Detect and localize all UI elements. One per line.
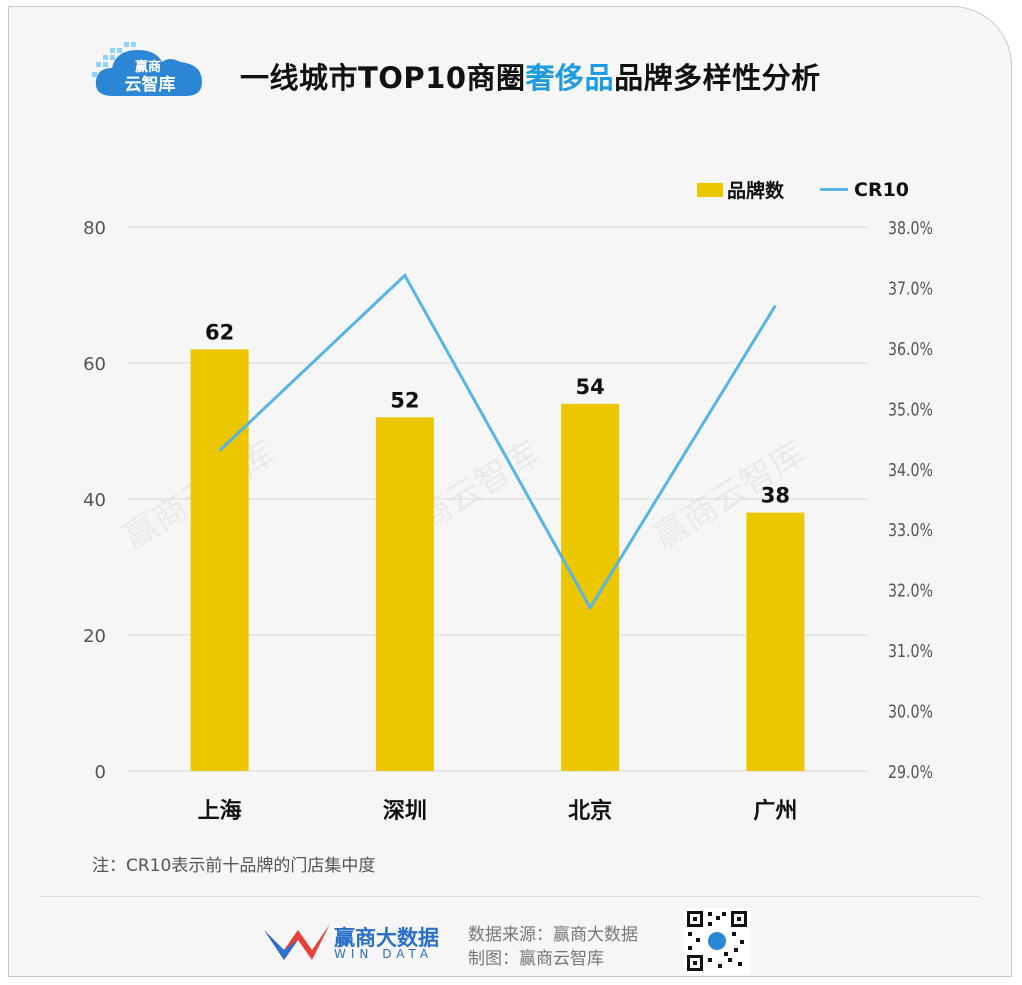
y-right-tick-label: 32.0%	[888, 581, 933, 602]
y-right-tick-label: 34.0%	[888, 460, 933, 481]
title-highlight: 奢侈品	[525, 61, 615, 95]
bar-value-label: 52	[390, 388, 419, 412]
chart-title: 一线城市TOP10商圈奢侈品品牌多样性分析	[240, 55, 821, 97]
title-prefix: 一线城市TOP10商圈	[240, 61, 526, 95]
x-category-label: 深圳	[383, 799, 427, 824]
brand-name: 赢商大数据	[334, 926, 439, 950]
y-left-tick-label: 60	[83, 354, 106, 375]
y-left-tick-label: 0	[95, 762, 106, 783]
y-right-tick-label: 31.0%	[888, 641, 933, 662]
legend-bar-swatch	[697, 182, 723, 197]
y-left-tick-label: 20	[83, 626, 106, 647]
y-right-tick-label: 36.0%	[888, 339, 933, 360]
cr10-line	[218, 272, 777, 611]
svg-text:赢商: 赢商	[135, 59, 161, 75]
bar	[375, 417, 434, 771]
y-right-tick-label: 29.0%	[888, 762, 933, 783]
bar-value-label: 54	[576, 375, 605, 399]
yingshang-cloud-logo: 赢商 云智库	[92, 42, 202, 96]
footnote: 注：CR10表示前十品牌的门店集中度	[92, 856, 376, 876]
y-left-tick-label: 40	[83, 490, 106, 511]
qr-code-icon	[684, 908, 750, 974]
title-suffix: 品牌多样性分析	[614, 61, 821, 95]
windata-logo-icon	[264, 924, 330, 960]
bar-value-label: 38	[761, 484, 790, 508]
footer-divider	[40, 896, 980, 897]
y-left-tick-label: 80	[83, 218, 106, 239]
bar	[561, 403, 620, 771]
legend-line-label: CR10	[854, 178, 910, 201]
x-category-label: 广州	[753, 798, 797, 824]
y-right-tick-label: 30.0%	[888, 702, 933, 723]
x-category-label: 北京	[568, 798, 612, 824]
bar-value-label: 62	[205, 320, 234, 344]
y-right-tick-label: 35.0%	[888, 399, 933, 420]
bar	[190, 349, 249, 771]
legend-bar-label: 品牌数	[727, 180, 785, 202]
legend-line-swatch	[820, 188, 849, 191]
data-source: 数据来源：赢商大数据	[468, 925, 638, 945]
chart-legend: 品牌数 CR10	[697, 176, 909, 203]
made-by: 制图：赢商云智库	[468, 949, 604, 969]
chart-card	[8, 6, 1012, 977]
bar	[746, 512, 805, 771]
brand-subtitle: WIN DATA	[334, 947, 434, 961]
y-right-tick-label: 37.0%	[888, 278, 933, 299]
y-right-tick-label: 33.0%	[888, 520, 933, 541]
svg-text:云智库: 云智库	[125, 74, 176, 95]
x-category-label: 上海	[198, 798, 242, 824]
y-right-tick-label: 38.0%	[888, 218, 933, 239]
